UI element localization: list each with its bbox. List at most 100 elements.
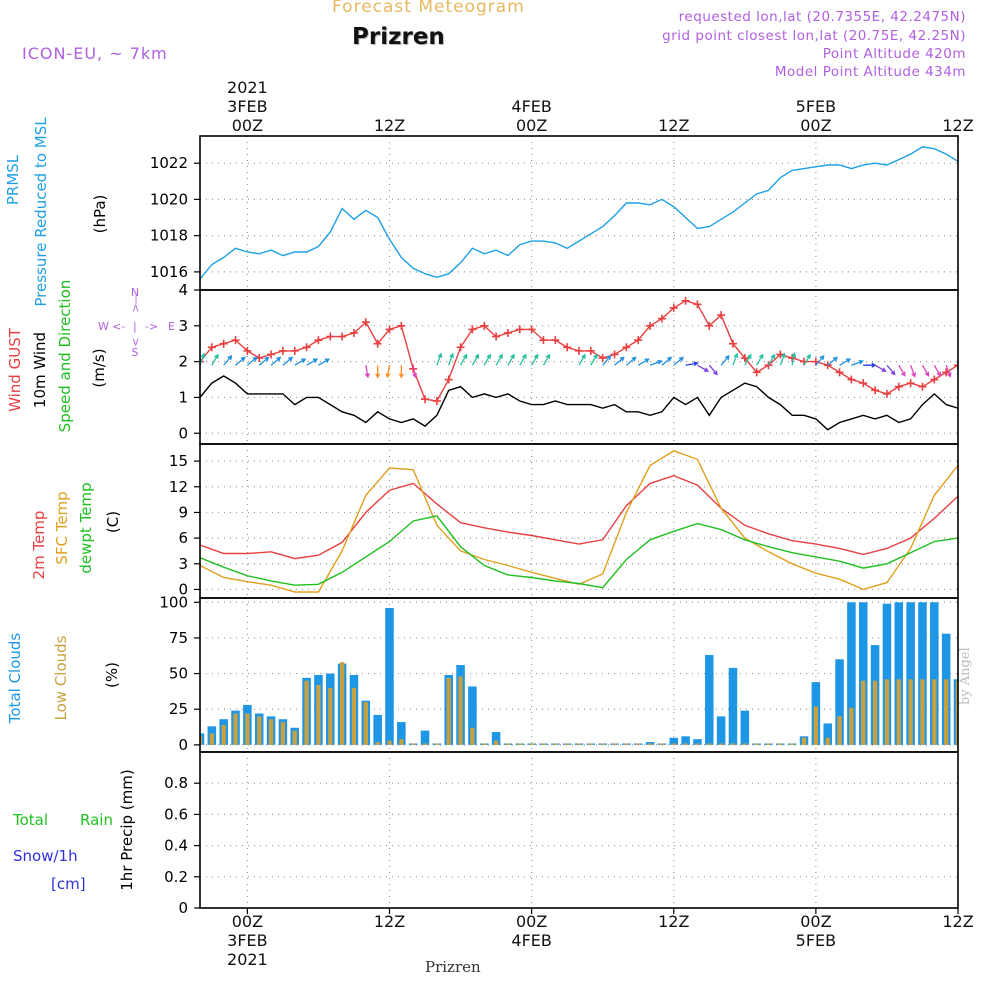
compass-north: N	[131, 286, 139, 299]
low-cloud-bar	[825, 737, 830, 745]
gust-marker	[468, 325, 477, 334]
top-axis-label: 00Z	[232, 116, 263, 135]
gust-marker	[693, 300, 702, 309]
low-cloud-bar	[446, 677, 451, 745]
chart-title: Prizren	[352, 24, 445, 50]
gust-marker	[326, 332, 335, 341]
top-axis-label: 12Z	[374, 116, 405, 135]
wind-direction-arrow	[898, 364, 906, 377]
low-cloud-bar	[778, 743, 783, 745]
top-axis-label: 00Z	[516, 116, 547, 135]
gust-marker	[302, 343, 311, 352]
gust-marker	[314, 336, 323, 345]
low-cloud-bar	[695, 743, 700, 745]
gust-marker	[373, 339, 382, 348]
low-cloud-bar	[647, 743, 653, 745]
wind-direction-arrow	[839, 358, 852, 366]
total-cloud-bar	[882, 603, 892, 745]
gust-marker	[267, 350, 276, 359]
gust-marker	[894, 382, 903, 391]
gust-marker	[681, 296, 690, 305]
gust-marker	[622, 343, 631, 352]
low-cloud-bar	[754, 743, 759, 745]
top-axis-label: 2021	[227, 78, 268, 97]
low-cloud-bar	[896, 679, 901, 745]
low-cloud-bar	[375, 742, 380, 745]
wind-direction-arrow	[385, 365, 391, 379]
wind-direction-arrow	[791, 352, 797, 366]
gust-marker	[207, 343, 216, 352]
panel-label: SFC Temp	[53, 491, 71, 564]
low-cloud-bar	[671, 743, 676, 745]
bottom-axis-label: 5FEB	[796, 931, 836, 950]
wind-direction-arrow	[933, 364, 941, 377]
low-cloud-bar	[351, 687, 357, 745]
low-cloud-bar	[399, 739, 404, 745]
gust-marker	[930, 375, 939, 384]
y-tick-label: 75	[169, 629, 188, 647]
low-cloud-bar	[707, 743, 712, 745]
gust-marker	[338, 332, 347, 341]
gridlines-pressure	[200, 136, 959, 290]
y-tick-label: 2	[178, 353, 188, 371]
low-cloud-bar	[209, 733, 214, 745]
total-cloud-bar	[977, 722, 986, 745]
wind-direction-arrow	[578, 353, 586, 366]
gust-marker	[669, 303, 678, 312]
top-axis-label: 4FEB	[511, 97, 551, 116]
low-cloud-bar	[387, 740, 392, 745]
compass-s-arrow: <	[129, 337, 142, 346]
total-cloud-bar	[906, 602, 915, 745]
total-cloud-bar	[397, 722, 406, 745]
gust-marker	[990, 318, 998, 326]
gust-marker	[966, 304, 974, 312]
gridlines-temperature	[200, 444, 959, 598]
gust-marker	[551, 336, 560, 345]
top-axis-label: 00Z	[800, 116, 831, 135]
gust-marker	[705, 321, 714, 330]
wind-direction-arrow	[375, 365, 381, 379]
gust-marker	[219, 339, 228, 348]
wind-direction-arrow	[258, 356, 270, 366]
wind-direction-arrow	[910, 364, 916, 378]
low-cloud-bar	[718, 743, 724, 745]
dewpt-temp-line	[200, 515, 958, 589]
compass-e-arrow: ->	[145, 320, 158, 333]
low-cloud-bar	[920, 679, 925, 745]
wind-direction-arrow	[827, 356, 838, 366]
gust-marker	[847, 375, 856, 384]
bottom-axis-label: 00Z	[800, 912, 831, 931]
low-cloud-bar	[505, 743, 511, 745]
wind-direction-arrow	[364, 365, 370, 379]
wind-direction-arrow	[507, 353, 515, 366]
y-tick-label: 9	[178, 503, 188, 521]
top-axis-label: 12Z	[658, 116, 689, 135]
total-cloud-bar	[705, 655, 714, 745]
wind-direction-arrow	[519, 353, 527, 366]
low-cloud-bar	[470, 727, 475, 745]
gust-marker	[243, 346, 252, 355]
y-tick-label: 0.4	[164, 837, 188, 855]
compass-w-arrow: <-	[112, 320, 125, 333]
bottom-axis-label: 12Z	[942, 912, 973, 931]
gust-marker	[634, 336, 643, 345]
y-tick-label: 0	[178, 424, 188, 442]
gust-marker	[385, 325, 394, 334]
panel-label: Rain	[80, 811, 113, 829]
bottom-axis-label: 00Z	[516, 912, 547, 931]
wind-direction-arrow	[803, 353, 811, 366]
low-cloud-bar	[268, 719, 274, 745]
low-cloud-bar	[872, 680, 878, 745]
panel-frame-temperature	[199, 443, 959, 599]
low-cloud-bar	[742, 743, 747, 745]
y-tick-label: 0.8	[164, 774, 188, 792]
low-cloud-bar	[944, 679, 949, 745]
wind-direction-arrow	[436, 352, 443, 366]
unit-label: (C)	[104, 511, 122, 533]
top-axis-label: 3FEB	[227, 97, 267, 116]
compass-center: |	[133, 320, 137, 333]
y-tick-label: 1016	[150, 263, 188, 281]
gust-marker	[717, 311, 726, 320]
top-axis-label: 5FEB	[796, 97, 836, 116]
total-cloud-bar	[468, 686, 477, 745]
